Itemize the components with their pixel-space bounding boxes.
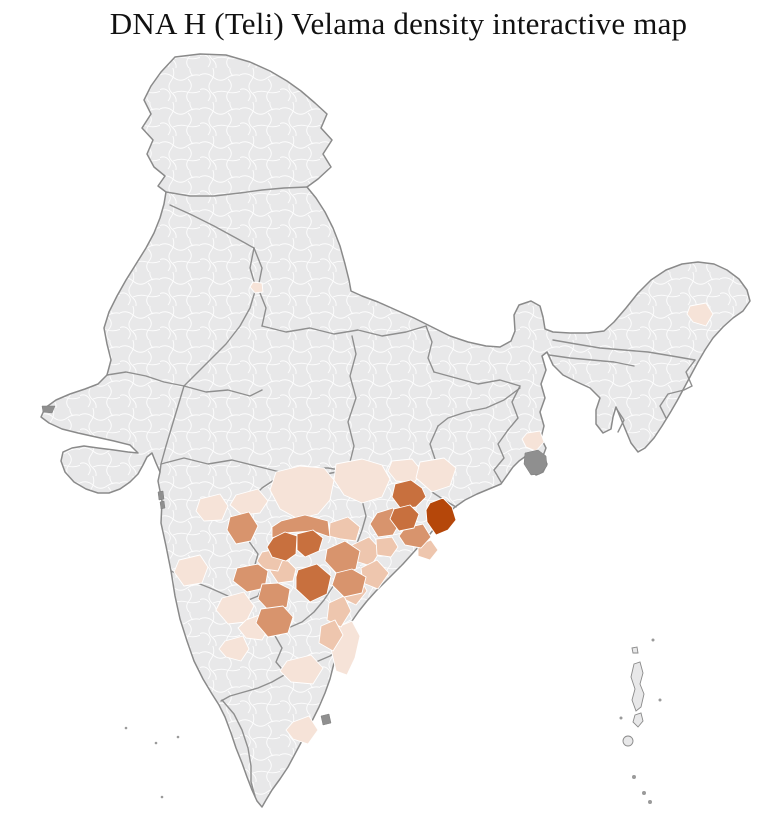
- district-ganjam-highest[interactable]: [425, 497, 457, 536]
- border-gujarat-east: [159, 385, 185, 473]
- border-mp-rajasthan: [183, 385, 263, 397]
- district-ap-coast-light-5[interactable]: [318, 619, 344, 652]
- area-mumbai-dark-2[interactable]: [159, 500, 166, 510]
- district-nashik-pale[interactable]: [195, 493, 229, 522]
- district-tamilnadu-pale-north[interactable]: [279, 654, 324, 685]
- district-odisha-north-pale[interactable]: [415, 457, 457, 493]
- districts-intensity-5: [425, 497, 457, 536]
- island-dot-lakshadweep[interactable]: [176, 735, 180, 739]
- district-karnataka-pale-3[interactable]: [218, 635, 250, 662]
- district-assam-pale[interactable]: [686, 302, 714, 327]
- district-koraput-high-1[interactable]: [391, 479, 427, 510]
- island-dot-lakshadweep[interactable]: [160, 795, 164, 799]
- border-assam-arunachal: [552, 339, 696, 361]
- no-data-areas: [41, 405, 548, 726]
- district-ap-coast-light-4[interactable]: [326, 595, 352, 628]
- border-rajasthan-east: [183, 247, 257, 387]
- island-dot[interactable]: [642, 791, 646, 795]
- india-landmass[interactable]: [40, 53, 751, 808]
- island-andaman-north[interactable]: [631, 646, 639, 654]
- district-delhi-pale[interactable]: [249, 281, 264, 294]
- island-dot[interactable]: [651, 638, 655, 642]
- district-guntur-medium[interactable]: [257, 582, 291, 613]
- border-up-bihar: [425, 325, 435, 373]
- border-punjab-hp: [169, 204, 255, 249]
- island-little-andaman[interactable]: [622, 735, 634, 747]
- district-odisha-medium-2[interactable]: [398, 523, 432, 549]
- district-warangal-high[interactable]: [296, 529, 324, 558]
- area-kutch-creek-dark[interactable]: [41, 405, 56, 414]
- border-up-mp: [261, 325, 427, 337]
- district-odisha-light-1[interactable]: [375, 536, 399, 558]
- district-koraput-high-2[interactable]: [389, 504, 420, 532]
- island-dot-lakshadweep[interactable]: [154, 741, 158, 745]
- border-nagaland-manipur: [659, 359, 696, 419]
- border-bihar-jharkhand: [433, 371, 521, 387]
- district-vidarbha-band[interactable]: [269, 465, 335, 520]
- border-chhattisgarh-west: [347, 335, 357, 471]
- island-dot[interactable]: [658, 698, 662, 702]
- border-odisha-wb: [493, 429, 509, 483]
- district-solapur-pale[interactable]: [173, 554, 209, 587]
- andaman-nicobar-islands[interactable]: [622, 646, 645, 747]
- district-prakasam-medium[interactable]: [255, 605, 294, 638]
- district-medak-high[interactable]: [266, 531, 298, 562]
- page-title: DNA H (Teli) Velama density interactive …: [109, 6, 688, 41]
- island-andaman-south[interactable]: [632, 712, 644, 728]
- border-assam-meghalaya: [548, 354, 635, 367]
- border-gujarat-north: [106, 371, 185, 387]
- border-kerala-tn: [221, 699, 256, 797]
- border-jharkhand-wb: [507, 385, 521, 431]
- border-karnataka-tn: [220, 673, 287, 702]
- small-island-dots: [124, 638, 662, 804]
- district-godavari-north-band[interactable]: [333, 458, 391, 504]
- island-dot[interactable]: [619, 716, 623, 720]
- border-jk-south: [165, 186, 308, 197]
- island-dot[interactable]: [648, 800, 652, 804]
- district-nalgonda-high[interactable]: [295, 563, 332, 603]
- island-dot[interactable]: [632, 775, 636, 779]
- area-chennai-dark[interactable]: [320, 713, 332, 726]
- district-bidar-medium[interactable]: [226, 511, 259, 545]
- districts-intensity-1: [173, 281, 714, 745]
- district-marathwada-pale[interactable]: [229, 488, 269, 516]
- border-jharkhand-odisha: [437, 387, 521, 427]
- area-sundarbans-dark[interactable]: [523, 449, 548, 476]
- district-khammam-medium[interactable]: [324, 540, 361, 576]
- district-krishna-medium[interactable]: [331, 568, 367, 598]
- island-andaman-main[interactable]: [630, 661, 645, 712]
- border-tripura-mizoram: [615, 407, 625, 433]
- border-karnataka-ap: [273, 633, 287, 675]
- districts-intensity-4: [266, 479, 427, 603]
- area-mumbai-dark-1[interactable]: [157, 490, 165, 501]
- district-tamilnadu-pale-mid[interactable]: [285, 715, 319, 745]
- island-dot-lakshadweep[interactable]: [124, 726, 128, 730]
